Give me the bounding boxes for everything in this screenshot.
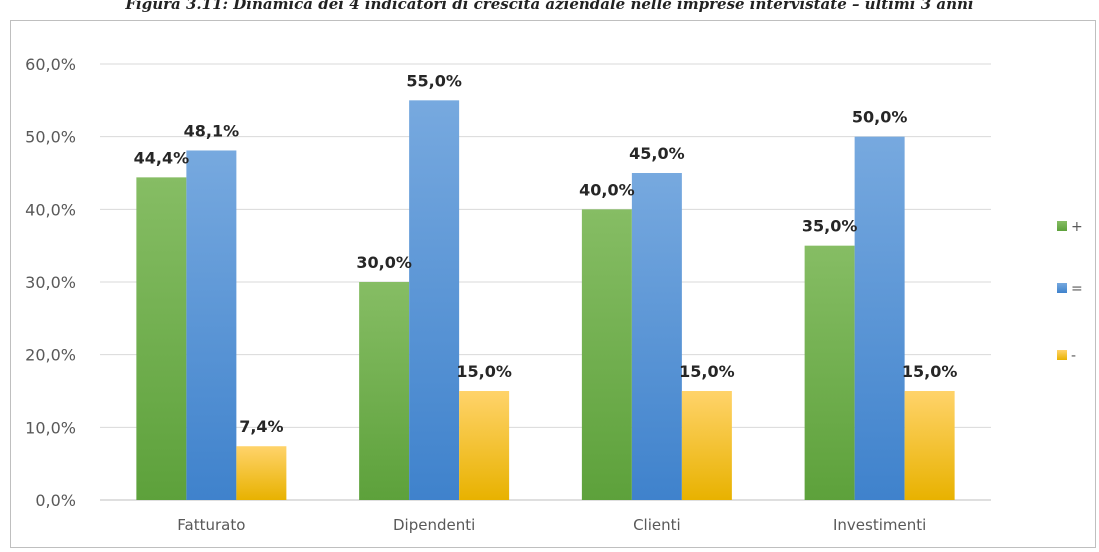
legend-swatch [1057, 221, 1067, 231]
gridlines [100, 63, 991, 501]
data-label: 7,4% [239, 417, 283, 436]
bar [459, 391, 510, 500]
bar [359, 282, 410, 500]
data-label: 40,0% [579, 180, 635, 199]
y-tick-label: 40,0% [25, 200, 76, 219]
y-tick-label: 0,0% [35, 491, 76, 510]
bar [136, 177, 187, 501]
data-labels: 44,4% 48,1% 7,4% 30,0% 55,0% 15,0% 40,0% 45,0% 1… [134, 71, 958, 436]
legend-swatch [1057, 283, 1067, 293]
bar [186, 150, 237, 500]
bar [681, 391, 732, 500]
category-label: Clienti [633, 516, 681, 534]
legend-label: - [1071, 348, 1076, 364]
data-label: 35,0% [802, 217, 858, 236]
bar [631, 173, 682, 500]
y-tick-label: 20,0% [25, 346, 76, 365]
x-axis-categories: Fatturato Dipendenti Clienti Investimenti [177, 516, 926, 534]
legend-item: - [1057, 348, 1076, 364]
legend-item: = [1057, 281, 1083, 297]
bar [409, 100, 460, 500]
bar [804, 245, 855, 500]
bar [581, 209, 632, 501]
legend-label: = [1071, 281, 1083, 297]
category-label: Investimenti [833, 516, 926, 534]
chart-frame: 0,0% 10,0% 20,0% 30,0% 40,0% 50,0% 60,0% 44,4%… [10, 20, 1096, 548]
y-tick-label: 50,0% [25, 128, 76, 147]
legend-item: + [1057, 219, 1083, 235]
category-label: Fatturato [177, 516, 245, 534]
data-label: 44,4% [134, 148, 190, 167]
y-axis-ticks: 0,0% 10,0% 20,0% 30,0% 40,0% 50,0% 60,0% [25, 55, 76, 510]
data-label: 45,0% [629, 144, 685, 163]
legend-label: + [1071, 219, 1083, 235]
data-label: 48,1% [184, 121, 240, 140]
bar [904, 391, 955, 500]
bar [236, 446, 287, 500]
bar-chart: 0,0% 10,0% 20,0% 30,0% 40,0% 50,0% 60,0% 44,4%… [25, 55, 1083, 534]
legend-swatch [1057, 350, 1067, 360]
data-label: 55,0% [406, 71, 462, 90]
category-label: Dipendenti [393, 516, 475, 534]
data-label: 30,0% [356, 253, 412, 272]
legend: + = - [1057, 219, 1083, 364]
y-tick-label: 10,0% [25, 418, 76, 437]
y-tick-label: 30,0% [25, 273, 76, 292]
data-label: 50,0% [852, 108, 908, 127]
data-label: 15,0% [679, 362, 735, 381]
data-label: 15,0% [902, 362, 958, 381]
bar [854, 136, 905, 500]
y-tick-label: 60,0% [25, 55, 76, 74]
bars [136, 100, 955, 501]
figure-caption: Figura 3.11: Dinamica dei 4 indicatori d… [125, 0, 974, 13]
data-label: 15,0% [456, 362, 512, 381]
